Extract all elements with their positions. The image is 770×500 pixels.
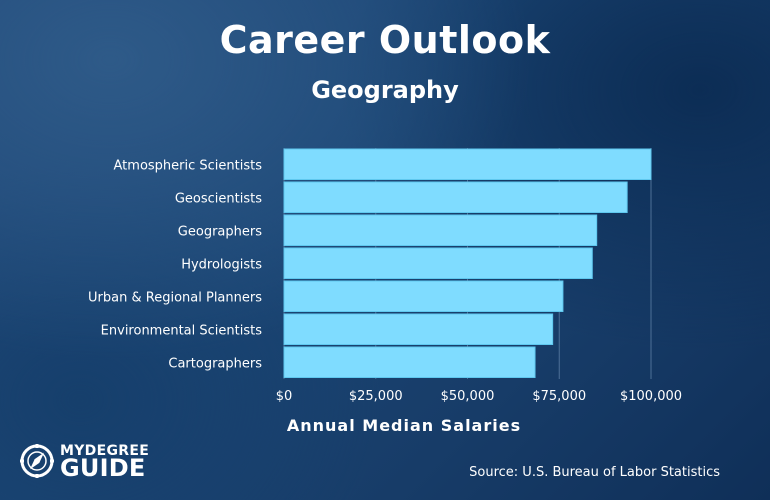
bar	[283, 247, 593, 279]
logo-text-mydegree: MYDEGREE	[60, 443, 150, 459]
bar	[283, 148, 652, 180]
chart-title: Career Outlook	[219, 18, 551, 62]
x-tick-label: $0	[276, 389, 293, 404]
category-label: Urban & Regional Planners	[88, 290, 262, 305]
bar	[283, 214, 598, 246]
x-axis-label: Annual Median Salaries	[286, 416, 522, 435]
x-tick-label: $50,000	[441, 389, 495, 404]
x-tick-label: $100,000	[620, 389, 682, 404]
chart-subtitle: Geography	[311, 76, 459, 104]
x-tick-label: $75,000	[532, 389, 586, 404]
bar	[283, 280, 564, 312]
x-tick-label: $25,000	[349, 389, 403, 404]
mydegreeguide-logo: MYDEGREE GUIDE	[20, 442, 150, 486]
bar	[283, 313, 554, 345]
category-label: Geographers	[178, 224, 262, 239]
bar	[283, 346, 536, 378]
category-label: Environmental Scientists	[101, 323, 263, 338]
category-label: Geoscientists	[175, 191, 262, 206]
category-label: Atmospheric Scientists	[114, 158, 263, 173]
source-note: Source: U.S. Bureau of Labor Statistics	[469, 465, 720, 480]
category-label: Hydrologists	[181, 257, 262, 272]
compass-icon	[20, 444, 54, 478]
logo-text-guide: GUIDE	[60, 454, 146, 482]
category-label: Cartographers	[168, 356, 262, 371]
bar	[283, 181, 628, 213]
